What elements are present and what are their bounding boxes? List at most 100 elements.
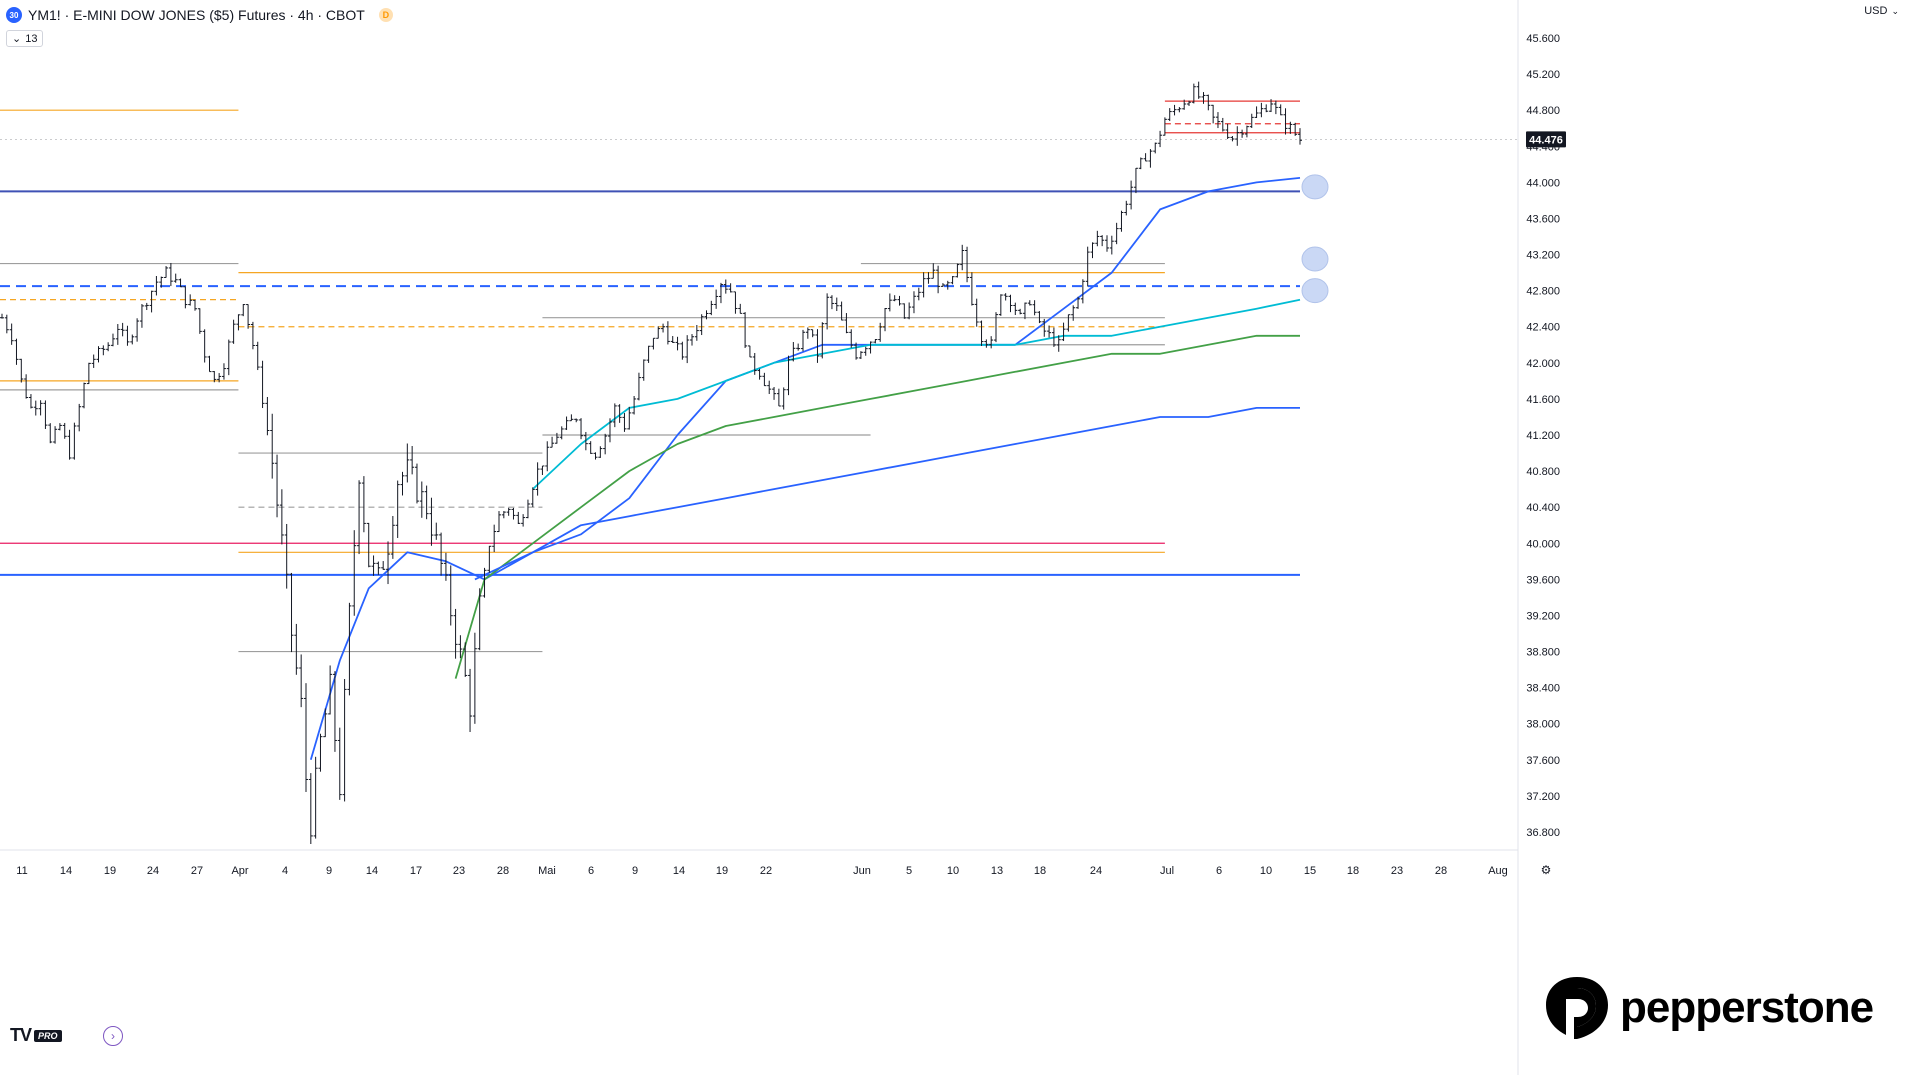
candle [77, 403, 82, 432]
candle [651, 337, 656, 350]
price-tick-label: 40.000 [1526, 538, 1560, 550]
candle [472, 632, 477, 724]
time-tick-label: 11 [16, 865, 27, 877]
candle [1191, 83, 1196, 104]
candle [723, 279, 728, 294]
candle [57, 423, 62, 431]
candle [236, 314, 241, 331]
price-tick-label: 41.200 [1526, 430, 1560, 442]
candle [82, 382, 87, 409]
candle [916, 287, 921, 301]
candle [86, 362, 91, 385]
candle [873, 339, 878, 344]
candle [1090, 242, 1095, 259]
candles [0, 81, 1302, 845]
price-axis: 45.60045.20044.80044.40044.00043.60043.2… [0, 33, 1566, 839]
candle [530, 487, 535, 508]
price-tick-label: 40.800 [1526, 466, 1560, 478]
candle [352, 530, 357, 616]
moving-average-1 [532, 298, 1301, 490]
candle [371, 555, 376, 576]
candle [854, 342, 859, 360]
candle [535, 462, 540, 496]
candle [699, 314, 704, 336]
candle [294, 623, 299, 675]
candle [815, 329, 820, 363]
candle [1042, 318, 1047, 337]
candle [19, 358, 24, 383]
candle [101, 345, 106, 356]
candle [154, 275, 159, 296]
candle [1143, 153, 1148, 162]
candle [955, 263, 960, 278]
candle [887, 293, 892, 312]
candle [361, 476, 366, 533]
candle [357, 480, 362, 555]
candle [506, 507, 511, 516]
candle [400, 471, 405, 496]
candle [313, 756, 318, 839]
chart-header: 30 YM1! · E-MINI DOW JONES ($5) Futures … [6, 5, 393, 25]
candle [1264, 104, 1269, 113]
time-tick-label: Apr [231, 865, 248, 877]
candle [690, 334, 695, 346]
candle [366, 522, 371, 568]
go-to-realtime-button[interactable]: › [103, 1026, 123, 1046]
price-tick-label: 41.600 [1526, 394, 1560, 406]
candle [458, 635, 463, 659]
tradingview-logo[interactable]: TV PRO [10, 1025, 62, 1046]
candle [1076, 296, 1081, 309]
candle [1027, 300, 1032, 306]
candle [641, 359, 646, 381]
candle [989, 336, 994, 349]
time-tick-label: 15 [1304, 865, 1316, 877]
indicators-toggle[interactable]: ⌄ 13 [6, 30, 44, 47]
candle [665, 321, 670, 345]
candle [965, 246, 970, 283]
time-tick-label: 6 [1216, 865, 1222, 877]
candle [1288, 121, 1293, 134]
delayed-badge[interactable]: D [378, 8, 393, 22]
candle [1013, 302, 1018, 315]
candle [231, 319, 236, 344]
candle [275, 454, 280, 518]
candle [1215, 112, 1220, 129]
price-tick-label: 36.800 [1526, 827, 1560, 839]
time-tick-label: 4 [282, 865, 288, 877]
candle [791, 342, 796, 362]
candle [1254, 106, 1259, 119]
candle [1133, 167, 1138, 194]
time-tick-label: 28 [1435, 865, 1447, 877]
candle [14, 338, 19, 365]
candle [550, 436, 555, 448]
candle [670, 336, 675, 344]
candle [405, 443, 410, 483]
candle [250, 321, 255, 350]
candle [936, 265, 941, 294]
time-tick-label: 6 [588, 865, 594, 877]
candle [950, 276, 955, 285]
candle [718, 282, 723, 304]
currency-selector[interactable]: USD ⌄ [1864, 5, 1899, 17]
candle [386, 541, 391, 585]
pepperstone-logo: pepperstone [1544, 975, 1874, 1041]
candle [67, 429, 72, 460]
candle [1259, 102, 1264, 118]
candle [487, 545, 492, 573]
candle [1047, 325, 1052, 338]
candle [106, 342, 111, 352]
candle [1162, 117, 1167, 136]
candle [994, 312, 999, 343]
settings-icon[interactable]: ⚙ [1541, 863, 1552, 877]
price-tick-label: 42.000 [1526, 358, 1560, 370]
chart-title[interactable]: YM1! · E-MINI DOW JONES ($5) Futures · 4… [28, 7, 365, 23]
price-tick-label: 43.200 [1526, 250, 1560, 262]
candle [439, 532, 444, 576]
candle [849, 329, 854, 348]
candle [709, 300, 714, 316]
candle [911, 291, 916, 314]
time-tick-label: Jun [853, 865, 871, 877]
candle [752, 352, 757, 375]
